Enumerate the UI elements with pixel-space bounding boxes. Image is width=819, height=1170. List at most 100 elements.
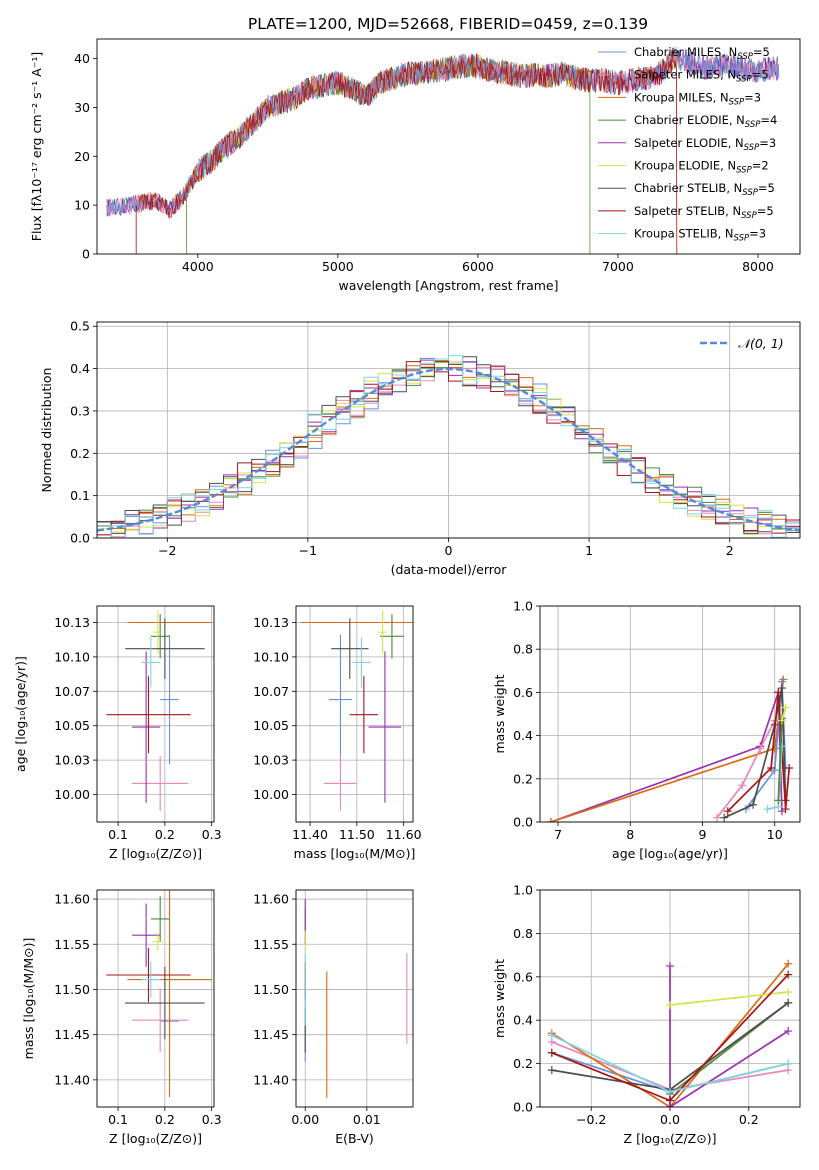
y-tick-label: 0.0 [513, 1100, 533, 1115]
y-tick-label: 10.03 [54, 753, 90, 768]
x-tick-label: 10 [767, 827, 783, 842]
x-tick-label: 5000 [322, 259, 354, 274]
weight-marker-salpeter_miles [756, 744, 765, 753]
x-axis-label: E(B-V) [335, 1131, 374, 1146]
weight-marker-kroupa_elodie [784, 987, 793, 996]
legend-label-kroupa_miles: Kroupa MILES, NSSP=3 [634, 90, 761, 107]
weight-marker-kroupa_miles [784, 959, 793, 968]
errorbar-point-salpeter_stelib [349, 676, 378, 754]
errorbar-point-chabrier_stelib [125, 618, 205, 679]
errorbar-point-salpeter_elodie [368, 651, 402, 803]
y-tick-label: 0.6 [513, 685, 533, 700]
axes-frame [96, 321, 801, 539]
x-tick-label: 0.3 [202, 827, 222, 842]
x-axis-label: age [log₁₀(age/yr)] [612, 846, 728, 861]
x-axis-label: Z [log₁₀(Z/Z⊙)] [624, 1131, 717, 1146]
normal-curve [97, 367, 800, 532]
y-tick-label: 30 [74, 100, 90, 115]
y-tick-label: 0.0 [513, 815, 533, 830]
y-tick-label: 11.50 [253, 982, 289, 997]
y-axis-label: Normed distribution [39, 368, 54, 493]
legend-label-chabrier_miles: Chabrier MILES, NSSP=5 [634, 45, 770, 62]
axes-frame [295, 889, 414, 1108]
y-tick-label: 11.50 [54, 982, 90, 997]
spectrum-line-salpeter_stelib [135, 48, 678, 254]
y-tick-label: 0.8 [513, 642, 533, 657]
legend-label-normal: 𝒩(0, 1) [738, 336, 784, 351]
chart-mass-weight-vs-z: −0.2 0.0 0.2 0.0 0.2 0.4 0.6 0.8 1.0 Z [log₁₀(Z/Z… [492, 883, 801, 1146]
weight-marker-chabrier_stelib [749, 800, 758, 809]
y-axis-label: age [log₁₀(age/yr)] [13, 656, 28, 772]
weight-marker-kroupa_stelib [777, 742, 786, 751]
errorbar-point-kroupa_elodie [377, 610, 388, 655]
errorbar-point-kroupa_stelib [352, 637, 371, 688]
legend-label-salpeter_miles: Salpeter MILES, NSSP=5 [634, 68, 769, 85]
y-tick-label: 10.05 [54, 718, 90, 733]
y-tick-label: 40 [74, 51, 90, 66]
weight-line-kroupa_elodie [669, 991, 789, 1006]
chart-mass-vs-z: 0.1 0.2 0.3 11.40 11.45 11.50 11.55 11.60 Z [log… [21, 889, 222, 1146]
x-tick-label: 6000 [462, 259, 494, 274]
axes-frame [96, 605, 215, 823]
x-tick-label: 7 [554, 827, 562, 842]
errorbar-point-salpeter_miles [324, 755, 357, 811]
y-axis-label: Flux [fλ10⁻¹⁷ erg cm⁻² s⁻¹ A⁻¹] [29, 52, 44, 241]
y-tick-label: 0.2 [513, 771, 533, 786]
y-tick-label: 10.10 [54, 649, 90, 664]
chart-age-vs-mass: 11.40 11.50 11.60 10.00 10.03 10.05 10.07 10.10… [253, 605, 422, 861]
y-tick-label: 0 [82, 247, 90, 262]
weight-marker-chabrier_elodie [774, 796, 783, 805]
y-tick-label: 1.0 [513, 599, 533, 614]
y-tick-label: 0.8 [513, 926, 533, 941]
chart-age-vs-z: 0.1 0.2 0.3 10.00 10.03 10.05 10.07 10.10 10.13 Z… [13, 605, 222, 861]
y-axis-label: mass weight [492, 674, 507, 753]
weight-marker-kroupa_elodie [666, 1001, 674, 1010]
x-tick-label: 0.0 [660, 1112, 680, 1127]
errorbar-point-chabrier_stelib [125, 966, 205, 1040]
weight-marker-chabrier_stelib [547, 1066, 556, 1075]
weight-marker-kroupa_stelib [666, 1087, 674, 1096]
x-tick-label: 0.1 [108, 1112, 128, 1127]
errorbar-point-salpeter_miles [132, 988, 189, 1052]
x-tick-label: 11.60 [386, 827, 422, 842]
y-tick-label: 10 [74, 198, 90, 213]
y-tick-label: 0.0 [70, 531, 90, 546]
weight-marker-kroupa_elodie [781, 703, 790, 712]
weight-marker-salpeter_stelib [723, 807, 732, 816]
weight-marker-salpeter_elodie [784, 1027, 793, 1036]
y-tick-label: 10.13 [54, 615, 90, 630]
weight-marker-chabrier_stelib [784, 998, 793, 1007]
y-tick-label: 0.4 [70, 361, 90, 376]
weight-marker-salpeter_miles [738, 781, 747, 790]
plot-area [106, 610, 212, 811]
y-tick-label: 10.05 [253, 718, 289, 733]
legend-label-chabrier_elodie: Chabrier ELODIE, NSSP=4 [634, 113, 777, 130]
weight-marker-salpeter_stelib [547, 1048, 556, 1057]
errorbar-point-chabrier_elodie [150, 896, 170, 942]
x-tick-label: 0.2 [739, 1112, 759, 1127]
y-tick-label: 0.1 [70, 488, 90, 503]
errorbar-point-salpeter_elodie [132, 651, 161, 803]
weight-marker-kroupa_miles [779, 675, 788, 684]
y-tick-label: 0.3 [70, 403, 90, 418]
x-tick-label: 0.2 [155, 827, 175, 842]
legend-label-chabrier_stelib: Chabrier STELIB, NSSP=5 [634, 181, 775, 198]
y-tick-label: 10.03 [253, 753, 289, 768]
weight-marker-kroupa_stelib [547, 1031, 556, 1040]
x-tick-label: 0.00 [291, 1112, 319, 1127]
y-axis-label: mass [log₁₀(M/M⊙)] [21, 938, 36, 1060]
spectrum-legend: Chabrier MILES, NSSP=5 Salpeter MILES, NS… [598, 45, 777, 244]
legend-label-kroupa_stelib: Kroupa STELIB, NSSP=3 [634, 227, 766, 244]
x-tick-label: −0.2 [576, 1112, 606, 1127]
errorbar-point-salpeter_stelib [106, 947, 191, 1003]
errorbar-point-chabrier_miles [328, 634, 353, 765]
errorbar-point-chabrier_elodie [380, 614, 404, 659]
weight-marker-salpeter_stelib [781, 805, 790, 814]
weight-marker-salpeter_stelib [767, 764, 776, 772]
weight-marker-salpeter_stelib [666, 1096, 674, 1105]
x-tick-label: −2 [158, 543, 176, 558]
chart-mass-weight-vs-age: 7 8 9 10 0.0 0.2 0.4 0.6 0.8 1.0 age [log₁₀(age/yr… [492, 599, 801, 861]
y-tick-label: 11.55 [54, 937, 90, 952]
weight-line-salpeter_miles [716, 720, 776, 819]
plot-area [304, 899, 408, 1098]
